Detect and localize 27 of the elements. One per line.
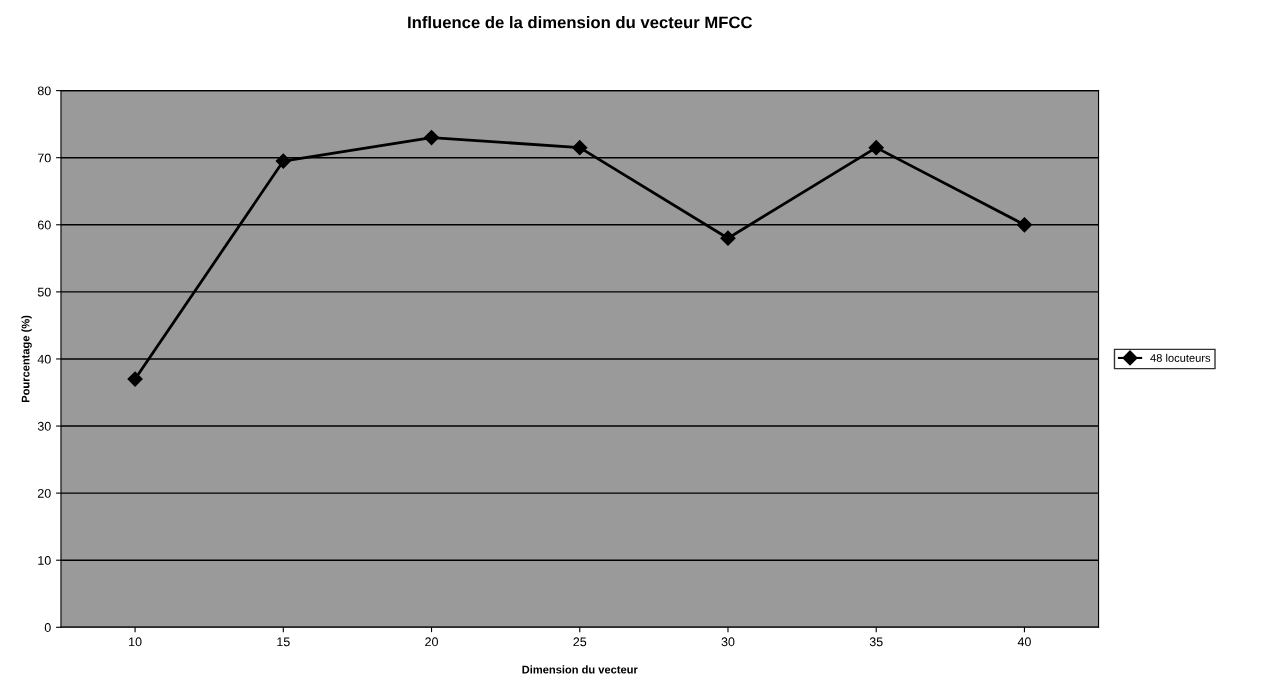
chart-title: Influence de la dimension du vecteur MFCC <box>408 16 753 29</box>
point <box>127 371 143 387</box>
y-tick-label: 40 <box>37 354 51 364</box>
point <box>572 140 588 156</box>
legend-label: 48 locuteurs <box>1150 353 1211 362</box>
y-tick-label: 20 <box>37 488 51 498</box>
x-axis-title: Dimension du vecteur <box>522 665 638 674</box>
x-tick-label: 20 <box>425 637 438 647</box>
x-tick-label: 40 <box>1017 637 1031 647</box>
y-tick-label: 80 <box>37 86 51 96</box>
y-tick-label: 50 <box>37 287 51 297</box>
point <box>720 230 736 246</box>
x-tick-label: 15 <box>277 637 290 647</box>
point <box>275 153 291 169</box>
x-tick-label: 25 <box>573 637 587 647</box>
x-tick-label: 35 <box>869 637 883 647</box>
x-tick-label: 30 <box>721 637 735 647</box>
y-tick-label: 30 <box>37 421 51 431</box>
point <box>868 140 884 156</box>
y-axis-title: Pourcentage (%) <box>21 315 32 403</box>
point <box>1016 217 1033 233</box>
y-tick-label: 70 <box>37 153 51 163</box>
y-tick-label: 0 <box>44 623 51 632</box>
point <box>423 130 440 146</box>
y-tick-label: 10 <box>38 556 51 565</box>
x-tick-label: 10 <box>129 637 142 647</box>
y-tick-label: 60 <box>37 220 51 230</box>
